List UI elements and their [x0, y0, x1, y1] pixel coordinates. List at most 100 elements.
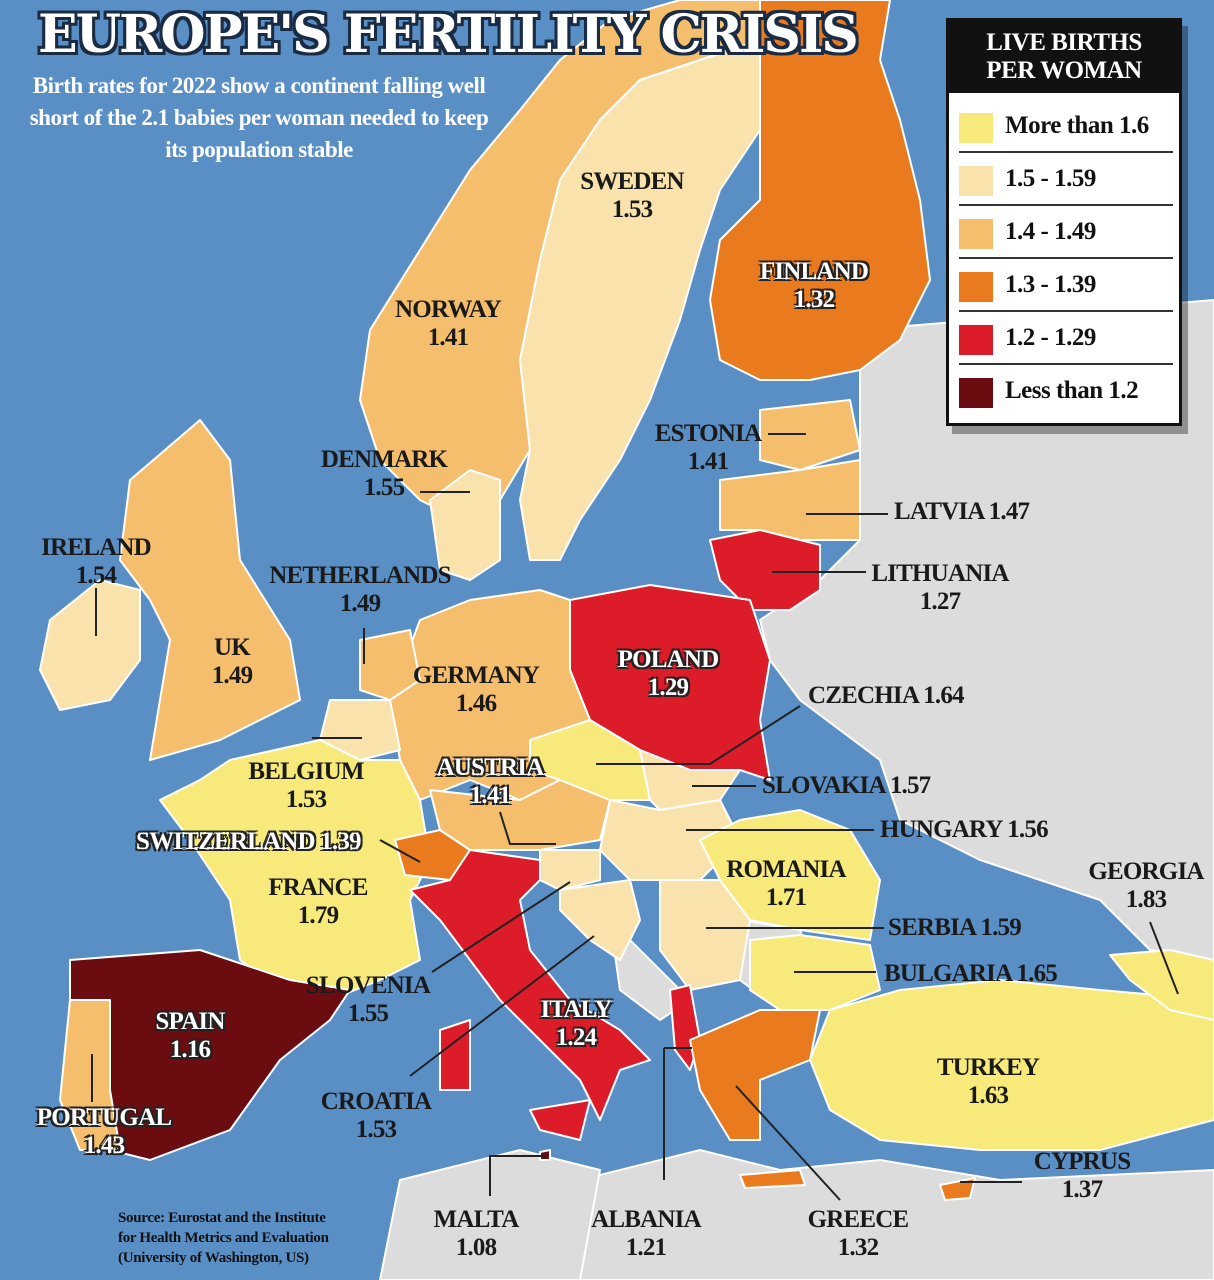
legend-label: 1.4 - 1.49 — [1005, 218, 1096, 245]
country-value: 1.83 — [1125, 886, 1167, 913]
country-name: PORTUGAL — [36, 1104, 172, 1131]
label-romania: ROMANIA 1.71 — [726, 856, 846, 912]
legend: LIVE BIRTHS PER WOMAN More than 1.6 1.5 -… — [946, 18, 1182, 426]
country-name: ROMANIA — [726, 856, 846, 883]
country-name: CZECHIA — [808, 682, 919, 709]
label-serbia: SERBIA 1.59 — [888, 914, 1022, 942]
country-value: 1.71 — [765, 884, 807, 911]
label-lithuania: LITHUANIA 1.27 — [871, 560, 1009, 616]
label-georgia: GEORGIA 1.83 — [1088, 858, 1204, 914]
country-value: 1.47 — [988, 498, 1030, 525]
country-cyprus — [939, 1177, 976, 1201]
legend-divider — [959, 310, 1173, 312]
legend-title-line2: PER WOMAN — [986, 57, 1142, 84]
country-value: 1.41 — [469, 782, 511, 809]
label-albania: ALBANIA 1.21 — [591, 1206, 702, 1262]
country-name: CROATIA — [320, 1088, 432, 1115]
label-france: FRANCE 1.79 — [268, 874, 368, 930]
label-spain: SPAIN 1.16 — [155, 1008, 225, 1064]
label-czechia: CZECHIA 1.64 — [808, 682, 965, 710]
country-austria — [429, 779, 611, 851]
legend-item: Less than 1.2 — [959, 372, 1173, 412]
legend-item: 1.2 - 1.29 — [959, 319, 1173, 359]
country-name: GREECE — [807, 1206, 910, 1233]
country-name: NORWAY — [395, 296, 502, 323]
country-value: 1.59 — [980, 914, 1021, 941]
country-value: 1.43 — [83, 1132, 125, 1159]
country-value: 1.53 — [611, 196, 653, 223]
legend-swatch — [959, 219, 993, 249]
country-name: TURKEY — [936, 1054, 1040, 1081]
label-cyprus: CYPRUS 1.37 — [1034, 1148, 1131, 1204]
country-value: 1.27 — [919, 588, 961, 615]
country-value: 1.64 — [923, 682, 964, 709]
country-value: 1.21 — [625, 1234, 667, 1261]
source-note: Source: Eurostat and the Institute for H… — [118, 1208, 329, 1268]
country-value: 1.56 — [1007, 816, 1048, 843]
country-belgium — [319, 699, 401, 761]
legend-label: 1.5 - 1.59 — [1005, 165, 1096, 192]
legend-item: More than 1.6 — [959, 107, 1173, 147]
country-value: 1.57 — [889, 772, 931, 799]
label-germany: GERMANY 1.46 — [412, 662, 540, 718]
country-value: 1.37 — [1061, 1176, 1103, 1203]
legend-title-line1: LIVE BIRTHS — [986, 29, 1142, 56]
country-ireland — [39, 579, 141, 711]
country-value: 1.55 — [363, 474, 405, 501]
country-czechia — [529, 719, 651, 801]
source-line3: (University of Washington, US) — [118, 1250, 309, 1266]
country-greece-crete — [739, 1169, 806, 1189]
label-denmark: DENMARK 1.55 — [320, 446, 448, 502]
country-name: ESTONIA — [654, 420, 762, 447]
country-georgia — [1109, 949, 1214, 1021]
country-name: SPAIN — [155, 1008, 225, 1035]
label-austria: AUSTRIA 1.41 — [437, 754, 545, 810]
label-belgium: BELGIUM 1.53 — [248, 758, 364, 814]
country-name: DENMARK — [320, 446, 448, 473]
legend-swatch — [959, 378, 993, 408]
country-name: SLOVAKIA — [762, 772, 885, 799]
country-name: CYPRUS — [1033, 1148, 1131, 1175]
label-turkey: TURKEY 1.63 — [936, 1054, 1040, 1110]
country-name: POLAND — [617, 646, 720, 673]
country-name: SLOVENIA — [305, 972, 431, 999]
country-value: 1.54 — [75, 562, 117, 589]
legend-label: More than 1.6 — [1005, 112, 1149, 139]
country-value: 1.16 — [169, 1036, 211, 1063]
country-name: UK — [214, 634, 251, 661]
label-sweden: SWEDEN 1.53 — [580, 168, 684, 224]
label-norway: NORWAY 1.41 — [395, 296, 502, 352]
label-italy: ITALY 1.24 — [540, 996, 612, 1052]
legend-swatch — [959, 325, 993, 355]
country-name: GEORGIA — [1088, 858, 1204, 885]
label-croatia: CROATIA 1.53 — [321, 1088, 432, 1144]
country-name: MALTA — [433, 1206, 520, 1233]
country-netherlands — [359, 629, 421, 701]
legend-item: 1.5 - 1.59 — [959, 160, 1173, 200]
country-value: 1.32 — [837, 1234, 879, 1261]
label-slovenia: SLOVENIA 1.55 — [305, 972, 431, 1028]
label-estonia: ESTONIA 1.41 — [655, 420, 762, 476]
country-value: 1.39 — [320, 828, 361, 855]
country-finland — [709, 0, 931, 381]
country-latvia — [719, 459, 861, 541]
country-value: 1.65 — [1016, 960, 1057, 987]
country-value: 1.49 — [211, 662, 253, 689]
label-latvia: LATVIA 1.47 — [894, 498, 1030, 526]
country-greece — [689, 1009, 821, 1141]
country-uk — [119, 419, 301, 761]
legend-label: 1.3 - 1.39 — [1005, 271, 1096, 298]
country-value: 1.63 — [967, 1082, 1009, 1109]
country-turkey — [809, 979, 1214, 1151]
legend-swatch — [959, 166, 993, 196]
country-name: HUNGARY — [880, 816, 1003, 843]
country-name: GERMANY — [412, 662, 540, 689]
legend-item: 1.4 - 1.49 — [959, 213, 1173, 253]
map-subtitle: Birth rates for 2022 show a continent fa… — [29, 73, 489, 162]
country-name: LITHUANIA — [871, 560, 1009, 587]
country-name: SWEDEN — [580, 168, 684, 195]
country-value: 1.53 — [355, 1116, 397, 1143]
legend-divider — [959, 204, 1173, 206]
legend-label: Less than 1.2 — [1005, 377, 1139, 404]
leader-lines — [91, 433, 1179, 1201]
